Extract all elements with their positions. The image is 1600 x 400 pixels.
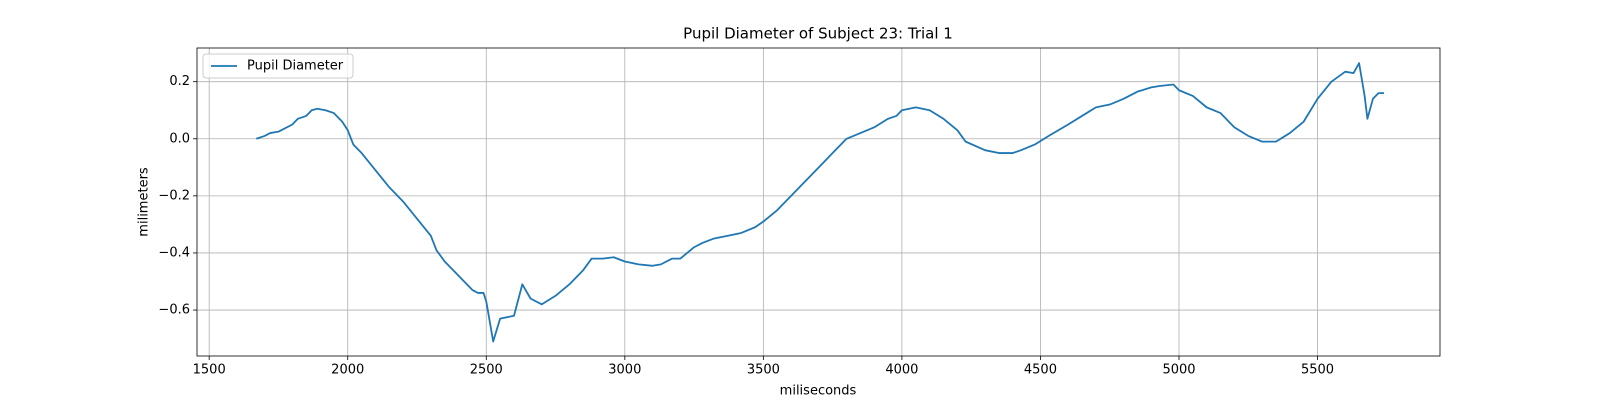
x-tick-label: 1500 [193,363,226,378]
x-axis-label: miliseconds [780,384,857,399]
data-line [256,62,1385,343]
x-tick-label: 5000 [1162,363,1195,378]
y-tick-label: 0.0 [169,131,190,146]
x-tick-label: 4500 [1024,363,1057,378]
plot-frame [196,47,1441,357]
x-tick-label: 2500 [470,363,503,378]
x-tick-label: 5500 [1301,363,1334,378]
y-axis-label: milimeters [137,167,152,237]
x-tick-label: 4000 [885,363,918,378]
legend-label: Pupil Diameter [247,59,344,74]
y-tick-label: −0.2 [158,188,190,203]
y-tick-label: −0.4 [158,245,190,260]
y-tick-label: 0.2 [169,74,190,89]
chart-title: Pupil Diameter of Subject 23: Trial 1 [683,25,953,43]
legend-box [202,53,354,79]
y-tick-label: −0.6 [158,303,190,318]
x-tick-label: 2000 [331,363,364,378]
x-tick-label: 3500 [747,363,780,378]
x-tick-label: 3000 [608,363,641,378]
